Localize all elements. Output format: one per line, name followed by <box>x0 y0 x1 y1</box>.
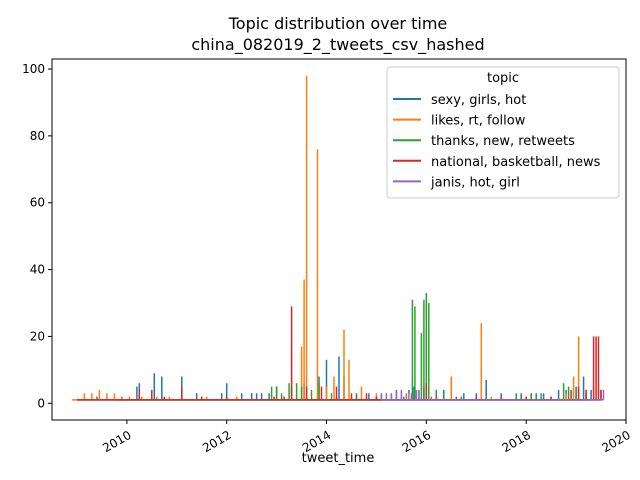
series-4 <box>380 389 605 401</box>
legend-entries: sexy, girls, hot likes, rt, follow thanks,… <box>393 93 601 190</box>
plot-lines <box>72 75 605 401</box>
chart-subtitle: china_082019_2_tweets_csv_hashed <box>191 35 484 55</box>
y-tick-label: 0 <box>37 396 45 410</box>
legend-label: likes, rt, follow <box>431 114 526 129</box>
series-3 <box>77 306 602 401</box>
legend-label: sexy, girls, hot <box>431 93 526 108</box>
y-tick-label: 20 <box>30 329 45 343</box>
y-axis: 0 20 40 60 80 100 <box>22 62 52 410</box>
legend-label: janis, hot, girl <box>430 175 520 190</box>
y-tick-label: 80 <box>30 129 45 143</box>
legend-label: national, basketball, news <box>431 155 601 170</box>
y-tick-label: 60 <box>30 196 45 210</box>
y-tick-label: 40 <box>30 263 45 277</box>
legend: topic sexy, girls, hot likes, rt, follow t… <box>386 66 620 199</box>
x-axis-label: tweet_time <box>302 451 375 466</box>
y-tick-label: 100 <box>22 62 45 76</box>
legend-box <box>386 66 620 199</box>
legend-label: thanks, new, retweets <box>431 134 575 149</box>
legend-title: topic <box>487 71 519 86</box>
plot-frame <box>51 58 627 421</box>
chart-title: Topic distribution over time <box>228 14 448 33</box>
